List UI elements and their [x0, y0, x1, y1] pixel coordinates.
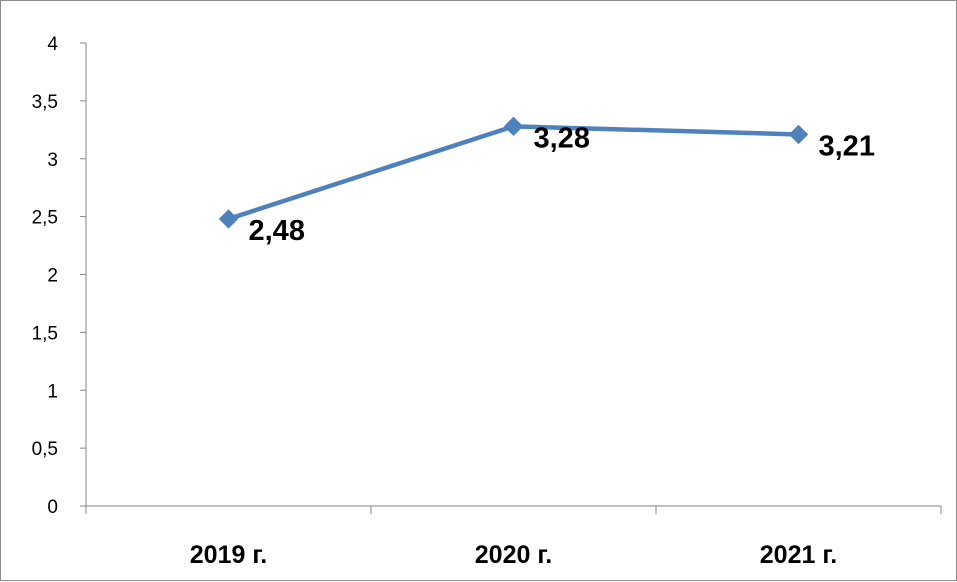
- y-tick-label: 1: [47, 381, 58, 402]
- x-category-label: 2020 г.: [475, 541, 552, 569]
- y-tick-label: 2,5: [32, 208, 58, 229]
- data-label: 2,48: [249, 215, 305, 247]
- data-point-marker: [503, 116, 524, 137]
- x-category-label: 2019 г.: [190, 541, 267, 569]
- y-tick-label: 1,5: [32, 323, 58, 344]
- y-tick-label: 3: [47, 150, 58, 171]
- series-line: [226, 124, 801, 222]
- y-tick-label: 4: [47, 34, 58, 55]
- y-tick-label: 0: [47, 497, 58, 518]
- data-point-marker: [788, 124, 809, 145]
- y-tick-label: 3,5: [32, 92, 58, 113]
- data-point-marker: [218, 209, 239, 229]
- data-label: 3,21: [819, 130, 875, 162]
- y-tick-label: 2: [47, 266, 58, 287]
- y-tick-label: 0,5: [32, 439, 58, 460]
- data-label: 3,28: [534, 122, 590, 154]
- x-category-label: 2021 г.: [760, 541, 837, 569]
